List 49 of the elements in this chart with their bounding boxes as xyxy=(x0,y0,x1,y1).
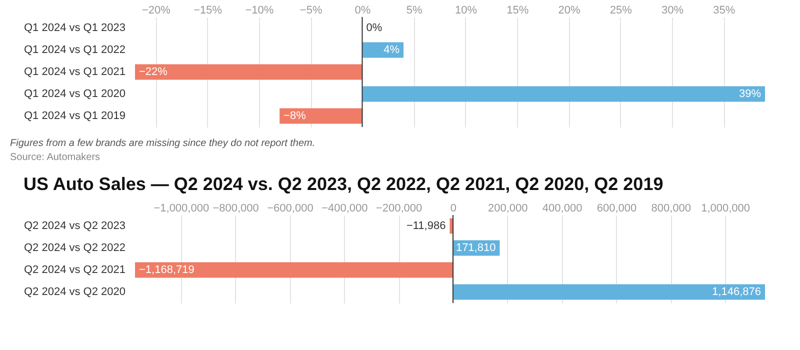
y-tick-label: Q2 2024 vs Q2 2021 xyxy=(24,264,126,276)
data-label: −11,986 xyxy=(406,220,446,232)
bar xyxy=(362,86,765,102)
x-tick-label: −800,000 xyxy=(212,202,259,214)
data-label: −22% xyxy=(139,66,168,78)
bar xyxy=(135,262,453,278)
data-label: −1,168,719 xyxy=(139,264,194,276)
x-tick-label: −600,000 xyxy=(267,202,314,214)
source-note: Source: Automakers xyxy=(10,152,100,163)
bar xyxy=(280,108,362,124)
data-label: 171,810 xyxy=(456,242,496,254)
x-tick-label: 0% xyxy=(354,4,371,16)
x-tick-label: 15% xyxy=(506,4,529,16)
y-tick-label: Q1 2024 vs Q1 2021 xyxy=(24,66,126,78)
bar xyxy=(135,64,362,80)
x-tick-label: 25% xyxy=(610,4,632,16)
x-tick-label: 200,000 xyxy=(488,202,528,214)
text: Figures from a few brands are missing since they do not report them. xyxy=(10,138,316,149)
x-tick-label: −200,000 xyxy=(376,202,422,214)
data-label: 1,146,876 xyxy=(712,286,761,298)
x-tick-label: 0 xyxy=(450,202,457,214)
x-tick-label: 35% xyxy=(713,4,736,16)
chart-title: US Auto Sales — Q2 2024 vs. Q2 2023, Q2 2022, Q2 2021, Q2 2020, Q2 2019 xyxy=(23,174,664,194)
x-tick-label: −10% xyxy=(245,4,274,16)
x-tick-label: 30% xyxy=(662,4,684,16)
y-tick-label: Q2 2024 vs Q2 2020 xyxy=(24,286,126,298)
x-tick-label: 800,000 xyxy=(651,202,692,214)
data-label: 39% xyxy=(738,88,762,100)
x-tick-label: 10% xyxy=(454,4,478,16)
y-tick-label: Q1 2024 vs Q1 2023 xyxy=(24,22,126,34)
data-label: −8% xyxy=(284,110,306,122)
y-tick-label: Q2 2024 vs Q2 2023 xyxy=(24,220,126,232)
y-tick-label: Q1 2024 vs Q1 2022 xyxy=(24,44,126,56)
y-tick-label: Q1 2024 vs Q1 2019 xyxy=(24,110,126,122)
x-tick-label: −20% xyxy=(142,4,171,16)
bar xyxy=(452,284,765,300)
x-tick-label: 600,000 xyxy=(596,202,637,214)
y-tick-label: Q2 2024 vs Q2 2022 xyxy=(24,242,126,254)
x-tick-label: 1,000,000 xyxy=(701,202,750,214)
x-tick-label: −1,000,000 xyxy=(154,202,210,214)
data-label: 4% xyxy=(384,44,400,56)
y-tick-label: Q1 2024 vs Q1 2020 xyxy=(24,88,126,100)
x-tick-label: 20% xyxy=(558,4,580,16)
x-tick-label: −400,000 xyxy=(322,202,368,214)
x-tick-label: 400,000 xyxy=(542,202,582,214)
x-tick-label: −5% xyxy=(300,4,322,16)
x-tick-label: 5% xyxy=(406,4,423,16)
x-tick-label: −15% xyxy=(194,4,222,16)
data-label: 0% xyxy=(366,22,382,34)
